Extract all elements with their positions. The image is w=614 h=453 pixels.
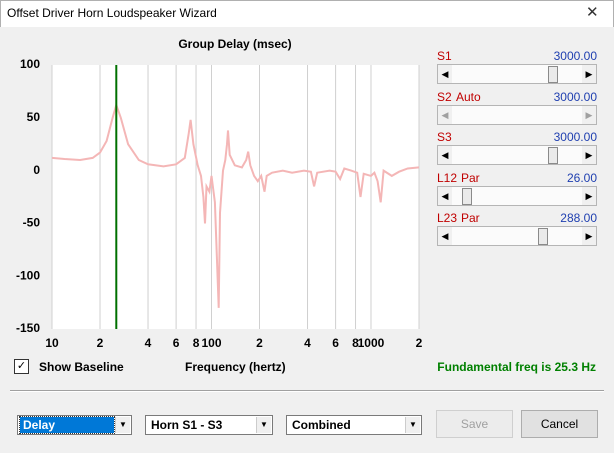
slider-label: L12 [437, 170, 458, 185]
dropdown[interactable]: Horn S1 - S3 ▼ [145, 415, 273, 435]
slider-value: 288.00 [560, 211, 597, 225]
slider-left[interactable]: ◀ [438, 186, 452, 205]
x-tick-label: 10 [45, 336, 59, 350]
button[interactable]: Cancel [521, 410, 598, 438]
x-tick-label: 6 [332, 336, 339, 350]
slider-right[interactable]: ▶ [582, 227, 596, 245]
slider-right[interactable]: ▶ [582, 146, 596, 164]
slider-right[interactable]: ▶ [582, 105, 596, 124]
x-tick-label: 1000 [358, 336, 385, 350]
dropdown-text: Combined [292, 418, 351, 432]
separator [10, 390, 604, 392]
slider-value: 3000.00 [553, 49, 597, 63]
slider-mode: Par [461, 211, 480, 225]
slider[interactable]: ◀ ▶ [437, 226, 597, 246]
slider-label: L23 [437, 211, 458, 225]
slider-left[interactable]: ◀ [438, 65, 452, 83]
y-tick-label: -100 [16, 268, 40, 282]
checkbox[interactable]: ✓ [14, 359, 29, 374]
x-tick-label: 6 [173, 336, 180, 350]
slider-thumb[interactable] [548, 147, 558, 164]
chart-title: Group Delay (msec) [178, 37, 291, 51]
window-title: Offset Driver Horn Loudspeaker Wizard [7, 6, 217, 20]
slider-label: S1 [437, 49, 452, 63]
slider[interactable]: ◀ ▶ [437, 185, 597, 206]
y-tick-label: -150 [16, 321, 40, 335]
slider[interactable]: ◀ ▶ [437, 145, 597, 165]
dropdown-text: Horn S1 - S3 [151, 418, 223, 432]
x-tick-label: 4 [145, 336, 152, 350]
button[interactable]: Save [436, 410, 513, 438]
slider-left[interactable]: ◀ [438, 105, 452, 124]
dropdown-arrow[interactable]: ▼ [256, 417, 271, 433]
slider-label: S3 [437, 130, 452, 144]
x-tick-label: 2 [416, 336, 423, 350]
y-tick-label: -50 [23, 216, 41, 230]
y-tick-label: 0 [33, 163, 40, 177]
slider-right[interactable]: ▶ [582, 65, 596, 83]
x-tick-label: 2 [97, 336, 104, 350]
x-axis-label: Frequency (hertz) [185, 360, 286, 374]
dropdown-text: Delay [19, 416, 115, 434]
close-button[interactable]: ✕ [586, 4, 599, 21]
slider-mode: Auto [456, 89, 481, 104]
slider-thumb[interactable] [548, 66, 558, 83]
slider-right[interactable]: ▶ [582, 186, 596, 205]
x-tick-label: 4 [304, 336, 311, 350]
x-tick-label: 2 [256, 336, 263, 350]
checkbox-label[interactable]: Show Baseline [39, 360, 124, 374]
y-tick-label: 50 [27, 110, 41, 124]
slider[interactable]: ◀ ▶ [437, 104, 597, 125]
slider-value: 26.00 [566, 170, 597, 185]
slider-thumb[interactable] [538, 228, 548, 245]
title-bar [0, 0, 614, 27]
slider-value: 3000.00 [553, 130, 597, 144]
slider-left[interactable]: ◀ [438, 227, 452, 245]
status-text: Fundamental freq is 25.3 Hz [437, 360, 596, 374]
y-tick-label: 100 [20, 57, 40, 71]
dropdown[interactable]: Delay ▼ [17, 415, 132, 435]
slider-left[interactable]: ◀ [438, 146, 452, 164]
x-tick-label: 8 [193, 336, 200, 350]
slider-label: S2 [437, 89, 452, 104]
plot-area [52, 65, 419, 329]
slider-thumb[interactable] [462, 187, 472, 205]
dropdown-arrow[interactable]: ▼ [115, 417, 130, 433]
delay-curve [51, 101, 420, 308]
slider[interactable]: ◀ ▶ [437, 64, 597, 84]
dropdown-arrow[interactable]: ▼ [405, 417, 420, 433]
x-tick-label: 100 [201, 336, 221, 350]
x-tick-label: 8 [352, 336, 359, 350]
dropdown[interactable]: Combined ▼ [286, 415, 422, 435]
slider-value: 3000.00 [553, 89, 597, 104]
slider-mode: Par [461, 170, 480, 185]
